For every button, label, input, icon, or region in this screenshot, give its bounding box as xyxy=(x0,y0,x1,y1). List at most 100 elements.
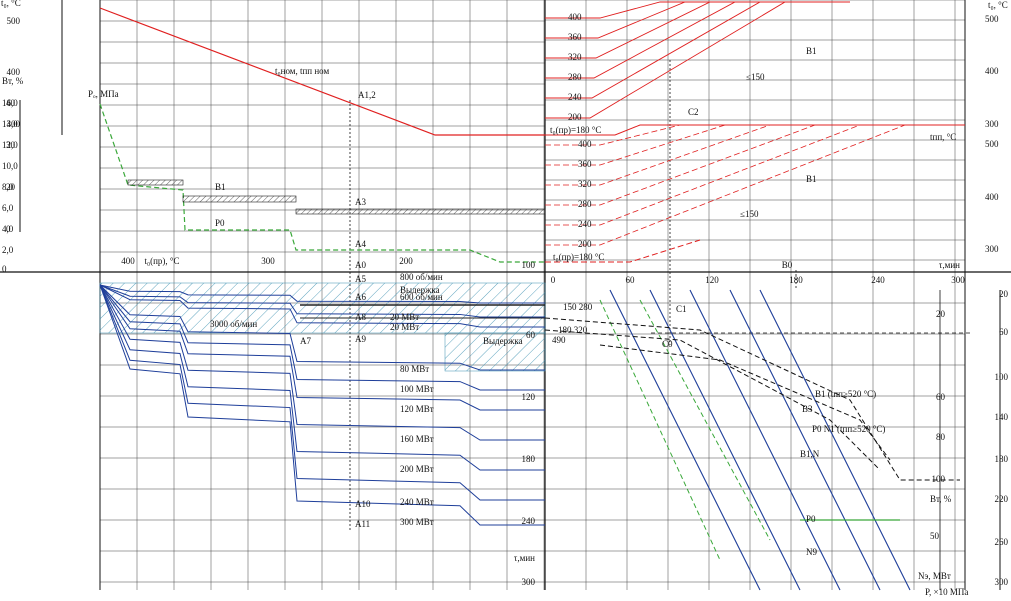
label: P0 xyxy=(215,218,225,228)
curve xyxy=(545,239,701,263)
label: 60 xyxy=(936,392,946,402)
label: tпп, °C xyxy=(930,132,956,142)
label: 100 xyxy=(522,260,536,270)
label: 8,0 xyxy=(2,182,14,192)
label: 180 xyxy=(789,275,803,285)
hatched-band xyxy=(444,332,546,372)
label: 180 320 xyxy=(558,325,588,335)
label: 10,0 xyxy=(2,161,18,171)
label: 3000 об/мин xyxy=(210,319,257,329)
curve xyxy=(545,124,965,186)
label: 360 xyxy=(578,159,592,169)
curve xyxy=(99,284,545,501)
label: 240 xyxy=(871,275,885,285)
label: A0 xyxy=(355,260,366,270)
curve xyxy=(99,284,545,411)
label: 100 МВт xyxy=(400,384,434,394)
curve xyxy=(99,284,545,371)
label: 600 об/мин xyxy=(400,292,443,302)
curve xyxy=(544,317,960,481)
label: Bт, % xyxy=(2,76,24,86)
label: 400 xyxy=(985,192,999,202)
curve xyxy=(729,289,881,591)
label: B3 xyxy=(802,404,813,414)
label: 2,0 xyxy=(2,245,14,255)
label: 500 xyxy=(985,14,999,24)
label: B1 xyxy=(215,182,226,192)
label: 160 МВт xyxy=(400,434,434,444)
curve xyxy=(99,284,545,304)
label: Pₒ, МПа xyxy=(88,89,119,99)
curve xyxy=(545,124,965,136)
label: 120 xyxy=(705,275,719,285)
label: 100 xyxy=(995,372,1009,382)
curve xyxy=(544,329,881,471)
label: 300 xyxy=(7,119,21,129)
label: t₀ном, tпп ном xyxy=(275,66,330,76)
label: 800 об/мин xyxy=(400,272,443,282)
label: 300 xyxy=(995,577,1009,587)
label: 80 МВт xyxy=(400,364,429,374)
label: 80 xyxy=(936,432,946,442)
curve xyxy=(99,284,545,441)
label: 20 xyxy=(999,289,1009,299)
label: B0 xyxy=(782,260,793,270)
label: A3 xyxy=(355,197,366,207)
label: 300 xyxy=(261,256,275,266)
label: P0 xyxy=(806,514,816,524)
label: 60 xyxy=(999,327,1009,337)
label: Выдержка xyxy=(483,336,523,346)
label: 300 xyxy=(522,577,536,587)
curve xyxy=(99,7,545,136)
label: 200 xyxy=(399,256,413,266)
label: 60 xyxy=(526,330,536,340)
label: 50 xyxy=(930,531,940,541)
label: P0 N1 (tпп≥520 °C) xyxy=(812,424,885,434)
label: 180 xyxy=(995,454,1009,464)
label: 300 xyxy=(985,244,999,254)
hatched-box xyxy=(182,195,297,203)
curve xyxy=(99,284,545,328)
label: 16,0 xyxy=(2,98,18,108)
label: 20 xyxy=(936,309,946,319)
label: t₀(пр)=180 °C xyxy=(553,252,604,262)
label: 0 xyxy=(2,264,7,274)
label: ≤150 xyxy=(740,209,759,219)
label: 40 xyxy=(6,98,16,108)
label: 300 xyxy=(985,119,999,129)
curve xyxy=(99,284,545,471)
curve xyxy=(99,284,545,391)
label: τ,мин xyxy=(514,553,535,563)
label: 260 xyxy=(995,537,1009,547)
curve xyxy=(545,124,965,226)
label: t₀, °C xyxy=(1,0,21,8)
curve xyxy=(545,1,700,19)
label: 280 xyxy=(568,72,582,82)
label: 400 xyxy=(578,139,592,149)
label: Nэ, МВт xyxy=(918,571,951,581)
curve xyxy=(639,299,771,541)
label: A11 xyxy=(355,519,370,529)
label: 150 280 xyxy=(563,302,593,312)
label: 240 xyxy=(578,219,592,229)
curve xyxy=(689,289,841,591)
label: 200 МВт xyxy=(400,464,434,474)
label: A10 xyxy=(355,499,371,509)
label: B1 (tпп≥520 °C) xyxy=(815,389,876,399)
label: 400 xyxy=(121,256,135,266)
label: 20 xyxy=(6,182,16,192)
label: 220 xyxy=(995,494,1009,504)
label: 500 xyxy=(985,139,999,149)
label: 320 xyxy=(568,52,582,62)
label: 320 xyxy=(578,179,592,189)
label: 140 xyxy=(995,412,1009,422)
label: τ,мин xyxy=(939,260,960,270)
label: 500 xyxy=(7,16,21,26)
label: 30 xyxy=(6,140,16,150)
label: 240 xyxy=(568,92,582,102)
label: Bт, % xyxy=(930,494,952,504)
curves xyxy=(99,1,965,591)
label: t₀(пр), °C xyxy=(144,256,179,266)
label: 60 xyxy=(626,275,636,285)
